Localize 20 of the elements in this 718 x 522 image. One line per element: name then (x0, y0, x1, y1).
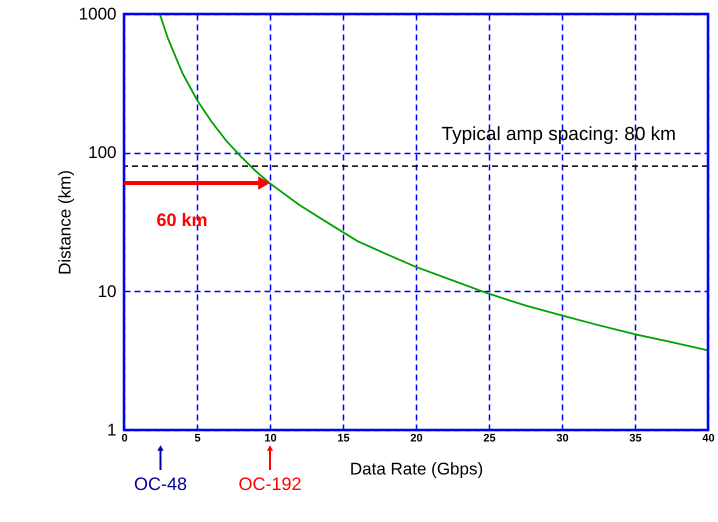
x-tick-label: 10 (264, 432, 277, 444)
x-tick-label: 20 (410, 432, 423, 444)
y-tick-label: 1000 (78, 4, 116, 24)
x-tick-label: 40 (702, 432, 715, 444)
x-tick-label: 0 (121, 432, 128, 444)
ref-line-label: Typical amp spacing: 80 km (442, 124, 676, 146)
x-tick-label: 30 (556, 432, 569, 444)
y-tick-label: 10 (98, 282, 116, 301)
x-tick-label: 5 (194, 432, 201, 444)
annotation: 60 km (156, 210, 208, 230)
annotation: OC-48 (134, 474, 188, 494)
y-tick-label: 1 (107, 420, 116, 440)
y-tick-label: 100 (88, 143, 116, 162)
x-axis-title: Data Rate (Gbps) (350, 460, 484, 478)
y-axis-title: Distance (km) (56, 170, 75, 275)
annotation: OC-192 (238, 474, 302, 494)
x-tick-label: 35 (629, 432, 642, 444)
x-tick-label: 15 (337, 432, 350, 444)
line-series (158, 13, 709, 352)
x-tick-label: 25 (483, 432, 496, 444)
